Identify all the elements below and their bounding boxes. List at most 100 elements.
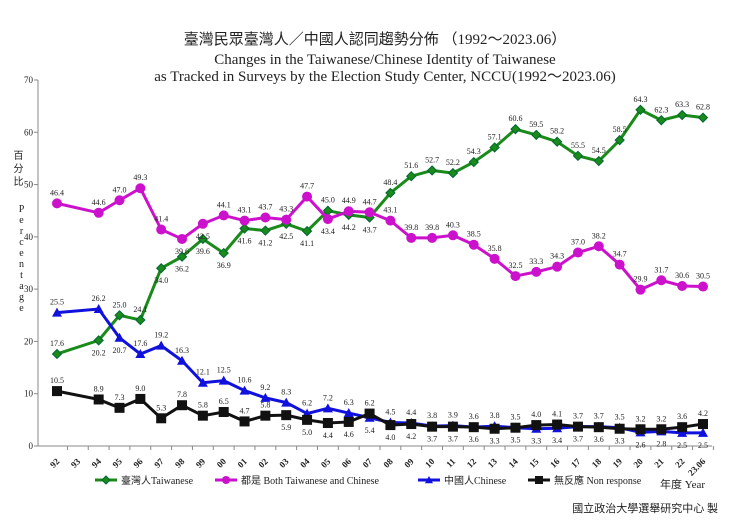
data-label: 58.5 (613, 125, 627, 134)
data-point (218, 407, 229, 418)
data-point (698, 427, 708, 437)
data-label: 4.0 (385, 433, 395, 442)
data-point (177, 233, 188, 244)
data-label: 12.1 (196, 368, 210, 377)
data-label: 3.4 (552, 436, 562, 445)
data-label: 54.3 (467, 147, 481, 156)
data-label: 45.0 (321, 196, 335, 205)
legend-item: 臺灣人Taiwanese (95, 474, 194, 487)
data-point (635, 104, 646, 116)
x-tick-label: 06 (340, 456, 354, 470)
data-point (531, 266, 542, 277)
data-point (197, 233, 209, 245)
data-label: 52.2 (446, 158, 460, 167)
data-label: 4.2 (698, 409, 708, 418)
series-line (56, 107, 704, 356)
data-label: 8.9 (94, 384, 104, 393)
data-label: 3.9 (448, 411, 458, 420)
data-label: 4.5 (385, 407, 395, 416)
series-group: 17.6 20.2 25.0 24.1 34.0 36.2 39.6 36.9 41.6 41.2… (50, 95, 710, 450)
data-label: 2.5 (698, 441, 708, 450)
x-tick-label: 22 (673, 456, 687, 470)
x-tick-label: 95 (110, 456, 124, 470)
data-label: 2.5 (677, 441, 687, 450)
data-label: 43.4 (321, 227, 335, 236)
data-label: 3.2 (635, 414, 645, 423)
legend-label: 臺灣人Taiwanese (121, 474, 194, 487)
data-point (425, 476, 433, 484)
data-point (593, 241, 604, 252)
y-tick-label: 60 (24, 127, 34, 137)
data-point (260, 410, 271, 421)
x-tick-label: 21 (652, 456, 666, 470)
data-label: 5.0 (302, 428, 312, 437)
data-point (489, 253, 500, 264)
x-tick-label: 19 (611, 456, 625, 470)
data-label: 3.3 (531, 437, 541, 446)
data-label: 3.8 (427, 411, 437, 420)
data-label: 3.3 (490, 437, 500, 446)
data-label: 37.0 (571, 238, 585, 247)
data-label: 39.8 (425, 223, 439, 232)
y-tick-label: 30 (24, 284, 34, 294)
data-point (114, 402, 125, 413)
data-point (427, 421, 438, 432)
x-tick-label: 01 (236, 456, 250, 470)
legend-item: 中國人Chinese (418, 474, 507, 487)
data-point (197, 410, 208, 421)
data-label: 10.6 (238, 376, 252, 385)
data-point (156, 340, 167, 350)
data-label: 46.4 (50, 188, 64, 197)
y-tick-label: 50 (24, 180, 34, 190)
data-point (698, 281, 708, 292)
data-label: 3.7 (594, 412, 604, 421)
data-label: 41.1 (300, 239, 314, 248)
data-label: 5.9 (281, 423, 291, 432)
data-label: 20.7 (113, 346, 127, 355)
data-label: 36.9 (217, 261, 231, 270)
data-point (222, 476, 230, 484)
data-label: 30.5 (696, 272, 710, 281)
data-point (301, 225, 313, 237)
data-point (406, 232, 417, 243)
data-label: 43.7 (363, 226, 377, 235)
data-point (531, 129, 542, 141)
data-point (135, 393, 146, 404)
data-point (572, 247, 583, 258)
data-label: 4.0 (531, 410, 541, 419)
y-axis-label-chinese: 百分比 (11, 150, 22, 189)
data-label: 41.4 (154, 215, 168, 224)
data-label: 4.7 (240, 406, 250, 415)
x-tick-label: 96 (131, 456, 145, 470)
data-point (677, 281, 688, 292)
data-label: 34.7 (613, 250, 627, 259)
data-label: 4.6 (344, 430, 354, 439)
data-label: 3.6 (677, 412, 687, 421)
data-point (468, 422, 479, 433)
data-label: 4.4 (323, 431, 333, 440)
legend-label: 無反應 Non response (554, 474, 642, 487)
data-label: 62.3 (654, 105, 668, 114)
data-label: 16.3 (175, 346, 189, 355)
data-label: 3.6 (469, 412, 479, 421)
data-label: 39.8 (404, 223, 418, 232)
data-label: 44.2 (342, 223, 356, 232)
data-point (489, 142, 500, 153)
data-label: 64.3 (633, 95, 647, 104)
data-point (114, 195, 125, 206)
data-point (302, 191, 313, 202)
series-0: 17.6 20.2 25.0 24.1 34.0 36.2 39.6 36.9 41.6 41.2… (50, 95, 710, 360)
data-label: 3.5 (510, 436, 520, 445)
data-point (135, 183, 146, 194)
data-label: 48.4 (383, 178, 397, 187)
x-tick-label: 98 (173, 456, 187, 470)
data-point (52, 198, 62, 209)
data-label: 47.7 (300, 182, 314, 191)
data-label: 9.0 (135, 384, 145, 393)
data-label: 7.2 (323, 393, 333, 402)
data-label: 3.7 (573, 435, 583, 444)
x-tick-label: 00 (215, 456, 229, 470)
data-point (177, 355, 188, 365)
data-point (489, 423, 500, 434)
x-tick-label: 92 (48, 456, 62, 470)
